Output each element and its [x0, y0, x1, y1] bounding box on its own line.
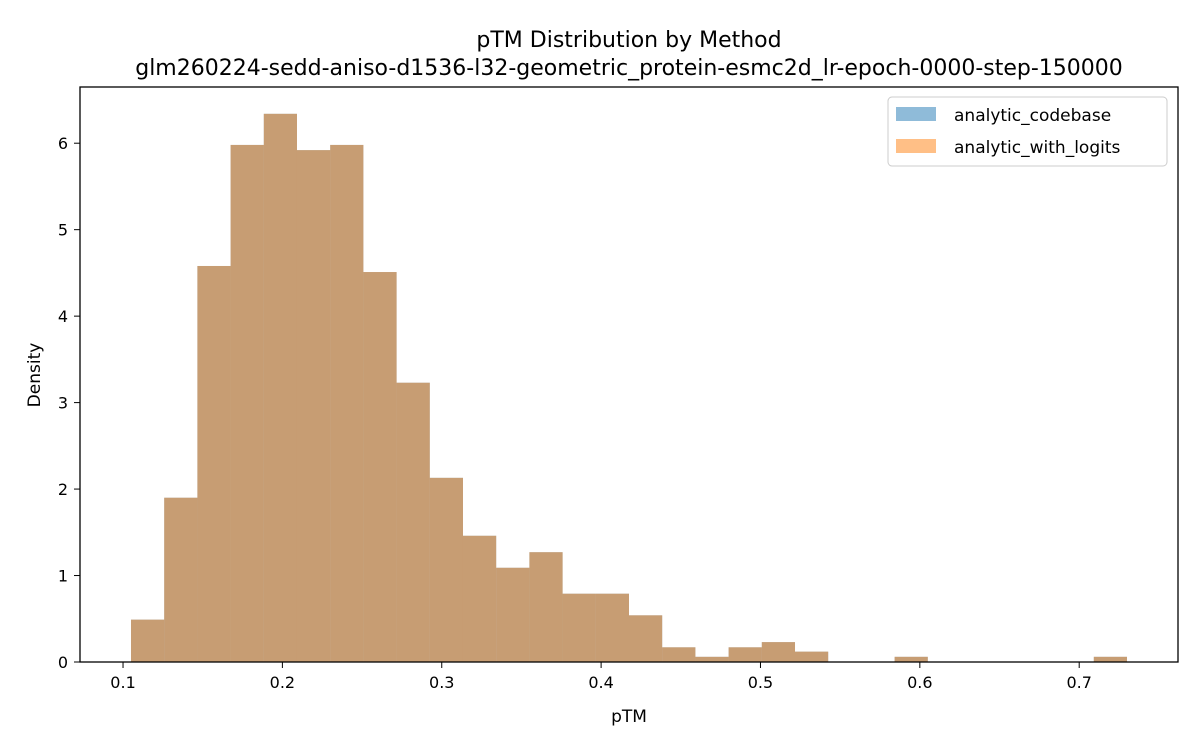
- histogram-bar-1-23: [894, 656, 928, 662]
- y-tick-label: 0: [58, 653, 68, 672]
- histogram-bar-1-3: [230, 144, 264, 663]
- legend: analytic_codebase analytic_with_logits: [887, 96, 1168, 167]
- histogram-bar-1-9: [429, 477, 463, 662]
- y-tick-label: 2: [58, 480, 68, 499]
- chart-subtitle: glm260224-sedd-aniso-d1536-l32-geometric…: [135, 56, 1123, 81]
- plot-frame: [79, 86, 1179, 663]
- legend-swatch-analytic-codebase: [896, 107, 936, 121]
- histogram-bar-1-19: [761, 642, 796, 662]
- x-tick-label: 0.1: [110, 673, 135, 692]
- legend-box: [887, 96, 1168, 167]
- x-axis-label: pTM: [611, 707, 647, 727]
- x-tick-label: 0.2: [270, 673, 295, 692]
- y-tick-label: 4: [58, 307, 68, 326]
- chart-title: pTM Distribution by Method: [476, 28, 781, 53]
- histogram-bar-1-2: [197, 265, 231, 662]
- histogram-bar-1-14: [595, 593, 629, 662]
- x-tick-label: 0.3: [429, 673, 454, 692]
- histogram-bar-1-15: [629, 615, 663, 662]
- histogram-bar-1-12: [529, 552, 563, 662]
- y-tick-label: 5: [58, 221, 68, 240]
- x-tick-label: 0.6: [907, 673, 932, 692]
- y-tick-label: 1: [58, 567, 68, 586]
- legend-label-analytic-codebase: analytic_codebase: [954, 106, 1111, 126]
- histogram-bar-1-6: [330, 144, 364, 663]
- histogram-bar-1-0: [130, 619, 165, 662]
- histogram-bar-1-16: [662, 647, 696, 662]
- histogram-bar-1-17: [695, 656, 729, 662]
- histogram-bar-1-7: [363, 272, 397, 662]
- histogram-bar-1-4: [263, 113, 297, 663]
- histogram-bar-1-13: [562, 593, 596, 662]
- y-axis: 0 1 2 3 4 5 6: [58, 134, 80, 672]
- histogram-bar-1-1: [164, 497, 198, 662]
- histogram-bar-1-10: [462, 535, 497, 662]
- x-tick-label: 0.7: [1066, 673, 1091, 692]
- y-axis-label: Density: [25, 343, 45, 408]
- histogram-bar-1-11: [496, 567, 530, 662]
- histogram-bar-1-18: [728, 647, 762, 662]
- legend-label-analytic-with-logits: analytic_with_logits: [954, 138, 1120, 158]
- histogram-bar-1-29: [1093, 656, 1128, 662]
- x-tick-label: 0.5: [748, 673, 773, 692]
- legend-swatch-analytic-with-logits: [896, 139, 936, 153]
- x-axis: 0.1 0.2 0.3 0.4 0.5 0.6 0.7: [110, 662, 1092, 692]
- y-tick-label: 6: [58, 134, 68, 153]
- histogram-bar-1-8: [396, 382, 430, 662]
- y-tick-label: 3: [58, 394, 68, 413]
- x-tick-label: 0.4: [588, 673, 613, 692]
- bars: [130, 113, 1128, 663]
- histogram-bar-1-5: [296, 150, 331, 662]
- histogram-bar-1-20: [795, 651, 829, 662]
